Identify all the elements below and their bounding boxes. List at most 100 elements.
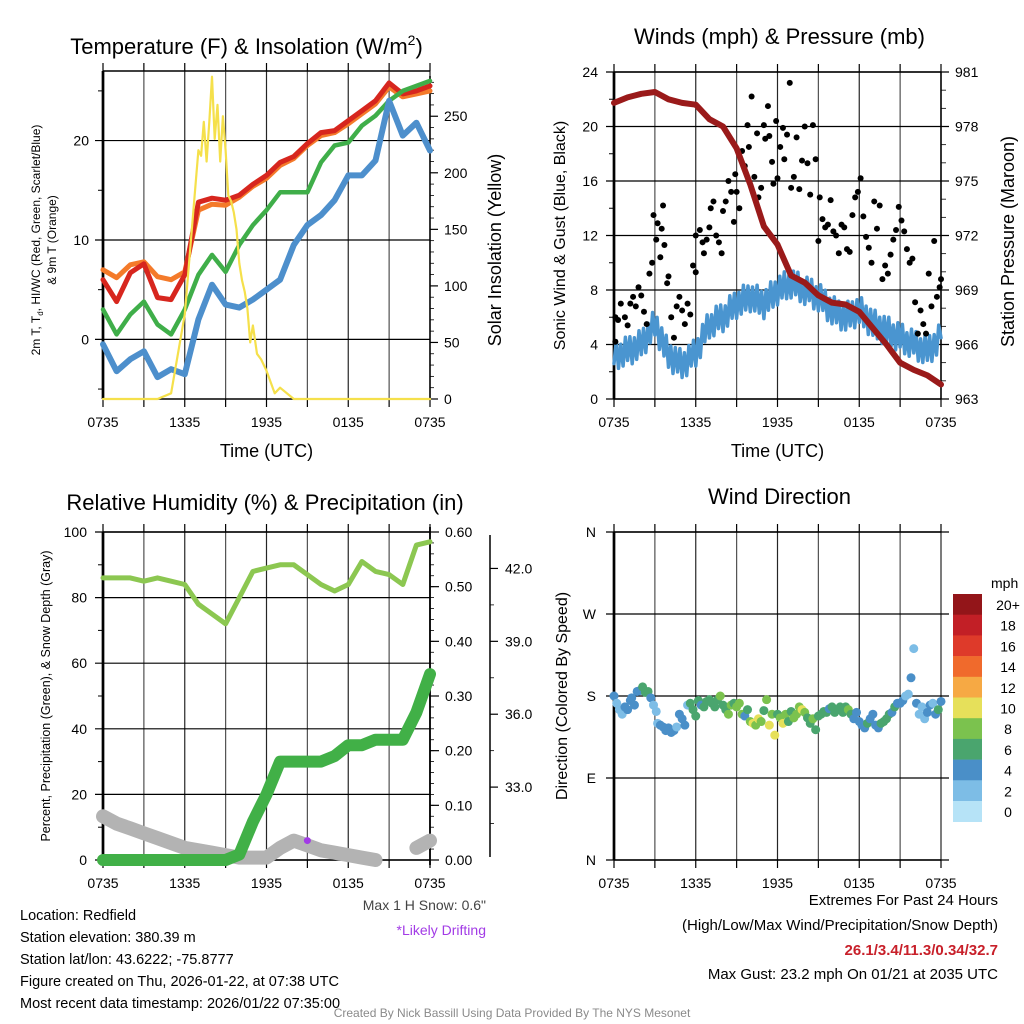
gust-point — [912, 299, 919, 306]
precipitation-line — [97, 668, 436, 866]
gust-point — [703, 236, 710, 243]
gust-point — [679, 307, 686, 314]
wdir-xtick-label: 0735 — [925, 875, 956, 891]
wind-xlabel: Time (UTC) — [731, 441, 824, 461]
colorbar-swatch — [953, 718, 982, 740]
wdir-xtick-label: 0735 — [598, 875, 629, 891]
gust-point — [835, 250, 842, 257]
wind-y2tick-label: 972 — [955, 228, 979, 244]
wind-ytick-label: 24 — [582, 64, 598, 80]
rh-y3tick-label: 33.0 — [505, 779, 532, 795]
gust-point — [779, 124, 786, 131]
gust-point — [819, 216, 826, 223]
gust-point — [670, 334, 677, 341]
wind-direction-point — [762, 695, 772, 705]
wind-direction-point — [759, 706, 769, 716]
gust-point — [770, 180, 777, 187]
wind-ytick-label: 8 — [590, 282, 598, 298]
gust-point — [769, 158, 776, 165]
gust-point — [938, 276, 944, 283]
rh-y2tick-label: 0.30 — [445, 688, 472, 704]
wind-direction-point — [903, 689, 913, 699]
speed-colorbar-legend: mph 20+ 18 16 14 12 10 8 6 4 2 0 — [953, 575, 1020, 822]
wdir-ytick-label: N — [586, 852, 596, 868]
gust-point — [687, 311, 694, 318]
wind-ytick-label: 16 — [582, 173, 598, 189]
gust-point — [657, 254, 664, 261]
temp-y2label: Solar Insolation (Yellow) — [485, 154, 505, 346]
colorbar-label: 14 — [1000, 659, 1016, 675]
colorbar-swatch — [953, 635, 982, 657]
gust-point — [730, 218, 737, 225]
wind-xtick-label: 0135 — [844, 414, 875, 430]
rh-y3tick-label: 36.0 — [505, 706, 532, 722]
temp-y2tick-label: 150 — [444, 221, 468, 237]
colorbar-swatch — [953, 801, 982, 822]
gust-point — [624, 322, 631, 329]
gust-point — [654, 220, 661, 227]
gust-point — [621, 314, 628, 321]
wind-direction-point — [764, 720, 774, 730]
wind-y2tick-label: 969 — [955, 282, 979, 298]
gust-point — [887, 251, 894, 258]
gust-point — [898, 217, 905, 224]
gust-point — [758, 184, 765, 191]
gust-point — [646, 270, 653, 277]
extremes-values: 26.1/3.4/11.3/0.34/32.7 — [844, 942, 998, 959]
gust-point — [841, 224, 848, 231]
wind-direction-point — [623, 705, 633, 715]
gust-point — [914, 330, 921, 337]
gust-point — [854, 188, 861, 195]
colorbar-label: 20+ — [996, 597, 1020, 613]
gust-point — [728, 188, 735, 195]
wind-ytick-label: 20 — [582, 119, 598, 135]
wind-direction-point — [933, 705, 943, 715]
wdir-ytick-label: S — [587, 688, 596, 704]
wind-direction-point — [922, 707, 932, 717]
gust-point — [640, 308, 647, 315]
colorbar-swatch — [953, 676, 982, 698]
gust-point — [793, 134, 800, 141]
colorbar-label: 4 — [1004, 763, 1012, 779]
rh-xtick-label: 0135 — [333, 875, 364, 891]
gust-point — [857, 175, 864, 182]
gust-point — [923, 330, 930, 337]
colorbar-label: 8 — [1004, 721, 1012, 737]
temp-xtick-label: 1335 — [169, 414, 200, 430]
wind-xtick-label: 0735 — [925, 414, 956, 430]
rh-ytick-label: 60 — [71, 655, 87, 671]
series-line-td-green- — [100, 78, 433, 337]
gust-point — [786, 79, 793, 86]
gust-point — [809, 122, 816, 129]
gust-point — [649, 259, 656, 266]
gust-point — [812, 156, 819, 163]
colorbar-label: 10 — [1000, 701, 1016, 717]
gust-point — [653, 236, 660, 243]
gust-point — [692, 269, 699, 276]
wind-direction-point — [734, 698, 744, 708]
gust-point — [720, 207, 726, 214]
rh-y3tick-label: 39.0 — [505, 633, 532, 649]
wind-direction-point — [936, 696, 946, 706]
colorbar-label: 18 — [1000, 618, 1016, 634]
gust-point — [700, 250, 707, 257]
gust-point — [658, 225, 665, 232]
gust-point — [751, 173, 758, 180]
gust-point — [936, 284, 943, 291]
wind-xtick-label: 0735 — [598, 414, 629, 430]
gust-point — [665, 273, 672, 280]
gust-point — [824, 221, 831, 228]
gust-point — [833, 232, 840, 239]
rh-y2tick-label: 0.60 — [445, 524, 472, 540]
gust-point — [849, 212, 856, 219]
rh-y2tick-label: 0.00 — [445, 852, 472, 868]
rh-xtick-label: 1335 — [169, 875, 200, 891]
colorbar-label: 16 — [1000, 638, 1016, 654]
wdir-xtick-label: 0135 — [844, 875, 875, 891]
gust-point — [681, 321, 688, 328]
wind-direction-point — [651, 706, 661, 716]
gust-point — [707, 205, 714, 212]
colorbar-swatch — [953, 594, 982, 615]
wind-direction-point — [672, 722, 682, 732]
gust-point — [676, 293, 683, 300]
